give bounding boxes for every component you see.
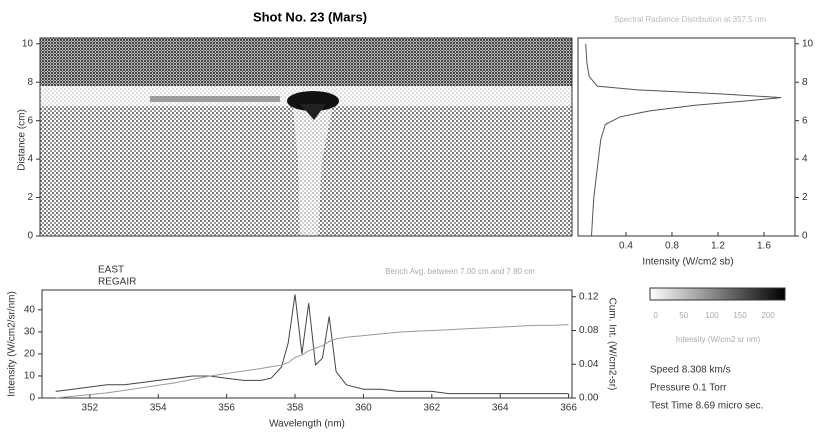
colorbar-tick-label: 200 xyxy=(761,311,775,320)
annotation: REGAIR xyxy=(98,277,136,288)
colorbar-tick-label: 100 xyxy=(705,311,719,320)
x-tick-label: 358 xyxy=(287,403,304,414)
y-tick-label: 0.00 xyxy=(579,393,599,404)
y-tick-label: 8 xyxy=(802,77,808,88)
y-tick-label: 4 xyxy=(27,154,33,165)
y-tick-label: 0.04 xyxy=(579,359,599,370)
annotation: Bench Avg. between 7.00 cm and 7.80 cm xyxy=(385,267,535,276)
spectrogram-image xyxy=(39,37,573,237)
x-tick-label: 354 xyxy=(150,403,167,414)
y-tick-label: 0 xyxy=(27,231,33,242)
y-axis-label: Distance (cm) xyxy=(17,109,28,171)
chart-title: Shot No. 23 (Mars) xyxy=(253,9,367,24)
colorbar-tick-label: 0 xyxy=(653,311,658,320)
colorbar xyxy=(649,287,786,301)
subtitle: Spectral Radiance Distribution at 357.5 … xyxy=(614,15,766,24)
y-tick-label: 2 xyxy=(27,192,33,203)
y-tick-label: 2 xyxy=(802,192,808,203)
y-tick-label: 0 xyxy=(29,393,35,404)
y-tick-label: 30 xyxy=(24,327,36,338)
profile-line xyxy=(585,43,782,237)
x-tick-label: 352 xyxy=(82,403,99,414)
y-tick-label: 6 xyxy=(802,115,808,126)
x-tick-label: 364 xyxy=(492,403,509,414)
x-tick-label: 0.4 xyxy=(619,241,633,252)
y-axis-label: Intensity (W/cm2/sr/nm) xyxy=(7,291,18,397)
spectrum-frame xyxy=(41,289,573,399)
x-tick-label: 1.2 xyxy=(711,241,725,252)
annotation: EAST xyxy=(98,265,124,276)
x-axis-label: Intensity (W/cm2 sb) xyxy=(642,257,733,268)
y-tick-label: 0.08 xyxy=(579,325,599,336)
series-line xyxy=(55,294,569,395)
x-tick-label: 1.6 xyxy=(757,241,771,252)
y-tick-label: 4 xyxy=(802,154,808,165)
colorbar-tick-label: 150 xyxy=(733,311,747,320)
y-tick-label: 20 xyxy=(24,349,36,360)
y-tick-label: 10 xyxy=(802,38,814,49)
y-tick-label: 10 xyxy=(24,371,36,382)
x-tick-label: 362 xyxy=(423,403,440,414)
y-tick-label: 0 xyxy=(802,231,808,242)
y-tick-label: 0.12 xyxy=(579,291,599,302)
colorbar-label: Intensity (W/cm2 sr nm) xyxy=(676,335,761,344)
y-tick-label: 8 xyxy=(27,77,33,88)
x-tick-label: 360 xyxy=(355,403,372,414)
y-tick-label: 10 xyxy=(22,38,34,49)
run-info: Test Time 8.69 micro sec. xyxy=(650,401,763,412)
x-tick-label: 0.8 xyxy=(665,241,679,252)
profile-frame xyxy=(577,37,796,237)
x-axis-label: Wavelength (nm) xyxy=(269,419,345,430)
y-tick-label: 6 xyxy=(27,115,33,126)
y-tick-label: 40 xyxy=(24,304,36,315)
series-line xyxy=(55,324,569,399)
x-tick-label: 366 xyxy=(560,403,577,414)
run-info: Pressure 0.1 Torr xyxy=(650,383,727,394)
run-info: Speed 8.308 km/s xyxy=(650,365,731,376)
colorbar-tick-label: 50 xyxy=(679,311,688,320)
x-tick-label: 356 xyxy=(218,403,235,414)
y2-axis-label: Cum. Int. (W/cm2-sr) xyxy=(606,298,617,391)
